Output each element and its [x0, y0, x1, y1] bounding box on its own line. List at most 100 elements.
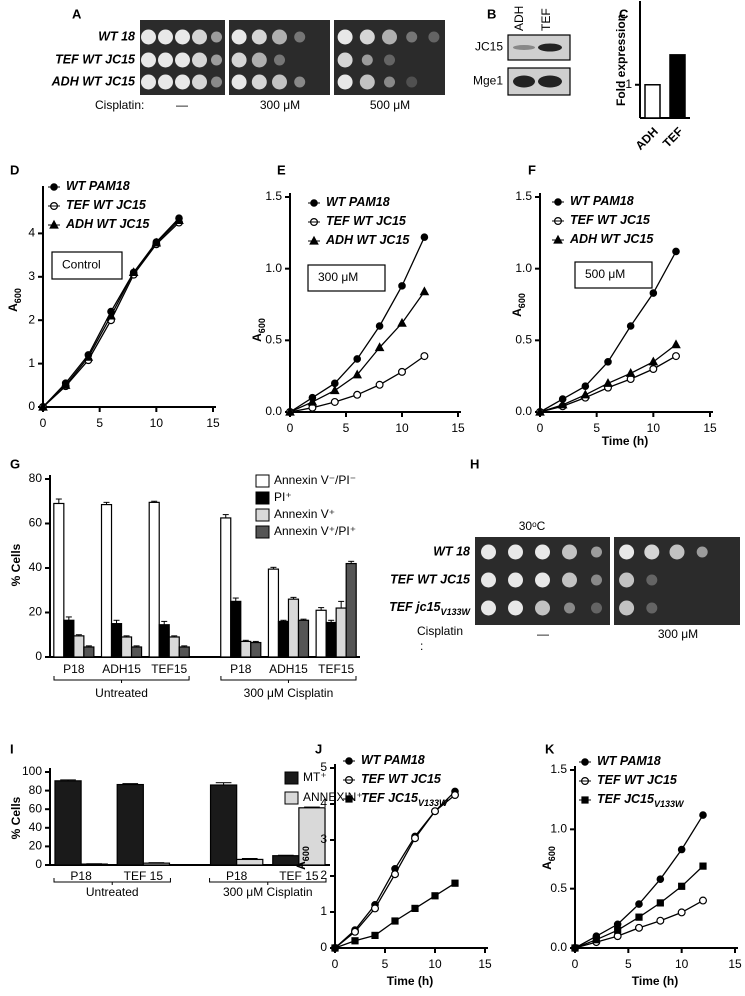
y-axis-label-sub: 600: [301, 846, 311, 861]
error-bar: [65, 616, 72, 621]
colony-spot: [251, 52, 267, 68]
y-tick-label: 3: [28, 269, 35, 283]
y-tick-label: 40: [29, 820, 43, 834]
legend-name: TEF WT JC15: [66, 198, 147, 212]
x-tick-label: 0: [332, 957, 339, 971]
y-tick-label: 1.0: [515, 261, 532, 275]
y-tick-label: 0.5: [550, 881, 567, 895]
y-tick-label: 80: [29, 471, 43, 485]
legend-label: ADH WT JC15: [325, 233, 410, 247]
bar: [100, 503, 113, 658]
y-tick-label: 1: [625, 77, 632, 91]
marker: [398, 367, 407, 376]
error-bar: [103, 501, 110, 505]
colony-spot: [619, 544, 635, 560]
marker: [625, 368, 636, 377]
legend-name: TEF JC15: [361, 791, 419, 805]
row-label: WT 18: [98, 29, 135, 43]
y-tick-label: 40: [29, 560, 43, 574]
bar: [240, 640, 252, 658]
row-label: TEF WT JC15: [390, 572, 471, 586]
marker: [671, 339, 681, 349]
marker: [420, 233, 429, 241]
marker: [174, 215, 184, 224]
marker: [656, 875, 665, 883]
legend-label: WT PAM18: [361, 753, 425, 767]
x-tick-label: P18: [226, 869, 248, 883]
legend-label: WT PAM18: [326, 195, 390, 209]
colony-spot: [231, 29, 247, 45]
y-axis-label-sub: 600: [13, 288, 23, 303]
colony-spot: [294, 31, 306, 43]
legend-swatch: [255, 474, 270, 488]
marker: [397, 317, 407, 327]
legend-name: WT PAM18: [361, 753, 425, 767]
error-bar: [161, 620, 168, 625]
y-axis-label-main: A: [250, 333, 264, 342]
error-bar: [75, 634, 82, 636]
y-tick-label: 20: [29, 605, 43, 619]
marker: [672, 247, 680, 256]
x-tick-label: 15: [478, 957, 492, 971]
colony-spot: [141, 52, 156, 68]
y-axis-label: A600: [540, 846, 557, 870]
y-tick-label: 1: [28, 356, 35, 370]
y-tick-label: 0.0: [515, 404, 532, 418]
legend-label: TEF WT JC15: [66, 198, 147, 212]
colony-spot: [646, 602, 658, 614]
row-label: TEF WT JC15: [55, 52, 136, 66]
legend-name: WT PAM18: [597, 754, 661, 768]
row-label-sub: V133W: [440, 607, 471, 617]
bar: [236, 858, 264, 866]
error-bar: [300, 618, 307, 621]
error-bar: [348, 560, 355, 564]
marker: [106, 310, 116, 320]
legend-label: TEF WT JC15: [570, 213, 651, 227]
y-tick-label: 0: [320, 940, 327, 954]
legend-name: TEF WT JC15: [597, 773, 678, 787]
y-axis-label-main: A: [6, 303, 20, 312]
legend-name-sub: V133W: [654, 799, 685, 809]
legend-swatch: [255, 508, 270, 522]
row-label: WT 18: [433, 544, 470, 558]
group-label: Untreated: [86, 885, 139, 899]
marker: [649, 365, 658, 374]
x-tick-label: 10: [428, 957, 442, 971]
y-tick-label: 1.5: [515, 189, 532, 203]
y-tick-label: 80: [29, 783, 43, 797]
marker: [60, 380, 71, 389]
x-tick-label: ADH: [633, 124, 661, 152]
error-bar: [151, 500, 158, 503]
x-tick-label: 5: [96, 416, 103, 430]
marker: [391, 917, 399, 925]
y-tick-label: 0: [28, 399, 35, 413]
x-tick-label: 0: [572, 957, 579, 971]
legend-label: TEF JC15V133W: [361, 791, 449, 808]
legend-swatch: [255, 525, 270, 539]
marker: [431, 892, 439, 900]
colony-spot: [564, 602, 575, 614]
colony-spot: [361, 54, 373, 66]
bar: [325, 621, 337, 658]
marker: [351, 927, 360, 936]
legend-label: Annexin V⁺/PI⁺: [274, 524, 356, 538]
x-tick-label: TEF: [660, 124, 686, 150]
error-bar: [290, 596, 297, 600]
colony-spot: [211, 76, 222, 88]
colony-spot: [591, 546, 602, 558]
error-bar: [171, 635, 178, 637]
marker: [592, 936, 600, 944]
legend-name: TEF WT JC15: [570, 213, 651, 227]
marker: [571, 944, 579, 952]
x-tick-label: 10: [150, 416, 164, 430]
annotation: 300 μM: [318, 270, 358, 284]
y-axis-label-main: % Cells: [9, 543, 23, 586]
bar: [130, 646, 143, 658]
group-bracket: [220, 676, 357, 683]
error-bar: [123, 635, 130, 637]
bar: [277, 620, 290, 658]
colony-spot: [337, 29, 353, 45]
y-tick-label: 1: [320, 904, 327, 918]
y-axis-label: A600: [250, 318, 267, 342]
colony-spot: [508, 600, 523, 616]
